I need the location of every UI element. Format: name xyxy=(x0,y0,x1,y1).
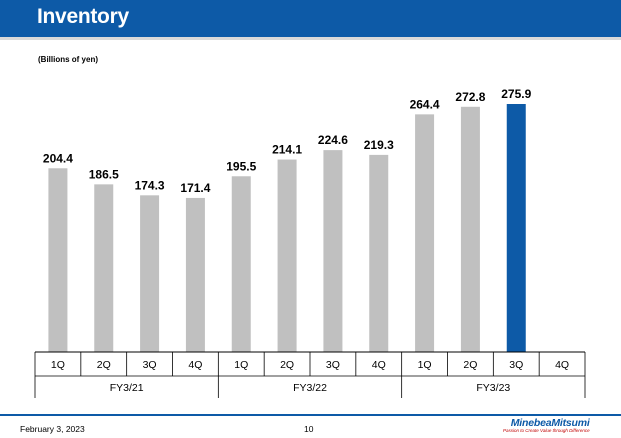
bar-value-label-3: 174.3 xyxy=(135,178,165,192)
x-tick-label-5: 1Q xyxy=(234,359,248,371)
x-tick-label-7: 3Q xyxy=(326,359,340,371)
x-tick-label-11: 3Q xyxy=(509,359,523,371)
unit-label: (Billions of yen) xyxy=(38,55,98,64)
fiscal-year-label-2: FY3/22 xyxy=(293,382,327,394)
logo-name: MinebeaMitsumi xyxy=(510,417,590,429)
x-tick-label-12: 4Q xyxy=(555,359,569,371)
x-tick-label-1: 1Q xyxy=(51,359,65,371)
x-tick-label-6: 2Q xyxy=(280,359,294,371)
bar-5 xyxy=(231,176,251,352)
bar-3 xyxy=(140,195,160,352)
bar-value-label-2: 186.5 xyxy=(89,167,119,181)
bar-value-label-9: 264.4 xyxy=(410,97,440,111)
bar-2 xyxy=(94,184,114,352)
x-tick-label-10: 2Q xyxy=(463,359,477,371)
bar-value-label-6: 214.1 xyxy=(272,143,302,157)
company-logo: MinebeaMitsumi Passion to Create Value t… xyxy=(503,417,590,433)
bar-1 xyxy=(48,168,68,352)
x-tick-label-8: 4Q xyxy=(372,359,386,371)
bar-value-label-7: 224.6 xyxy=(318,133,348,147)
bar-8 xyxy=(369,154,389,352)
bar-value-label-11: 275.9 xyxy=(501,87,531,101)
bar-11 xyxy=(506,104,526,352)
page-number: 10 xyxy=(304,424,314,434)
bar-value-label-5: 195.5 xyxy=(226,159,256,173)
logo-tagline: Passion to Create Value through Differen… xyxy=(503,428,590,433)
page-title: Inventory xyxy=(37,5,129,28)
bar-value-label-4: 171.4 xyxy=(180,181,210,195)
fiscal-year-label-3: FY3/23 xyxy=(476,382,510,394)
bar-6 xyxy=(277,159,297,352)
x-tick-label-2: 2Q xyxy=(97,359,111,371)
bar-9 xyxy=(415,114,435,352)
bar-10 xyxy=(460,106,480,352)
x-tick-label-3: 3Q xyxy=(143,359,157,371)
header-divider xyxy=(0,37,621,40)
x-tick-label-9: 1Q xyxy=(418,359,432,371)
fiscal-year-label-1: FY3/21 xyxy=(110,382,144,394)
bar-value-label-10: 272.8 xyxy=(455,90,485,104)
title-bar: Inventory xyxy=(0,0,621,37)
footer-divider xyxy=(0,414,621,416)
bar-4 xyxy=(185,197,205,352)
inventory-bar-chart: 204.4 186.5 174.3 171.4 195.5 214.1 224.6 219.3… xyxy=(34,87,586,398)
bar-value-label-1: 204.4 xyxy=(43,151,73,165)
x-tick-label-4: 4Q xyxy=(188,359,202,371)
footer-date: February 3, 2023 xyxy=(20,424,85,434)
bar-7 xyxy=(323,150,343,352)
bar-value-label-8: 219.3 xyxy=(364,138,394,152)
